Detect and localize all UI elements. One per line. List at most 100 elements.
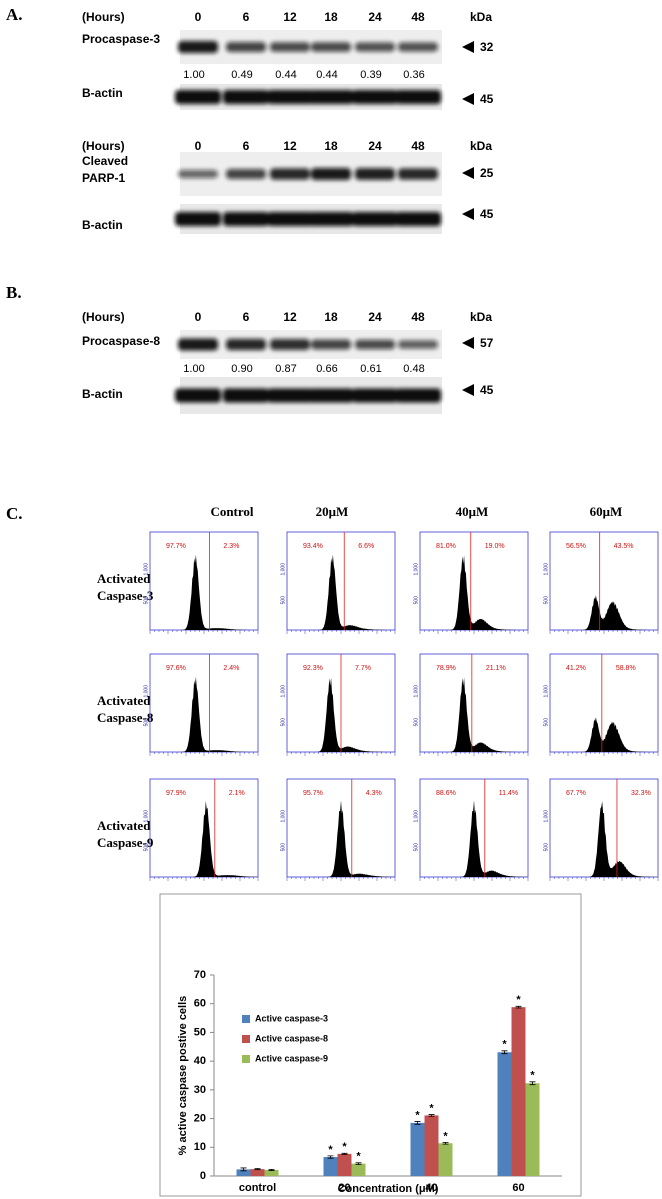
time-point: 18	[324, 10, 338, 24]
band	[175, 90, 221, 104]
band	[178, 169, 218, 179]
ratio: 0.61	[360, 363, 381, 375]
bar	[236, 1169, 251, 1176]
bar	[497, 1052, 512, 1176]
legend-label: Active caspase-3	[255, 1013, 328, 1023]
right-percent: 32.3%	[631, 790, 651, 797]
time-point: 0	[195, 139, 202, 153]
legend-label: Active caspase-8	[255, 1033, 328, 1043]
band	[308, 388, 354, 403]
time-point: 18	[324, 139, 338, 153]
row-label: Activated	[97, 571, 151, 586]
left-percent: 97.9%	[166, 790, 186, 797]
histogram	[550, 595, 658, 630]
band	[178, 338, 218, 351]
band	[355, 168, 395, 180]
error-bar	[515, 1005, 522, 1009]
left-percent: 81.0%	[436, 543, 456, 550]
y-tick-label: 1,000	[543, 810, 549, 823]
histogram	[550, 801, 658, 877]
band	[398, 42, 438, 52]
y-tick-label: 500	[413, 718, 419, 727]
kda-label: kDa	[470, 310, 492, 324]
histogram	[150, 800, 258, 877]
y-tick-label: 500	[543, 718, 549, 727]
time-point: 48	[411, 310, 425, 324]
right-percent: 11.4%	[499, 790, 518, 797]
left-percent: 97.7%	[166, 543, 186, 550]
column-header: 60μM	[590, 504, 623, 519]
time-point: 48	[411, 139, 425, 153]
hours-label: (Hours)	[82, 139, 125, 153]
band	[308, 90, 354, 104]
band	[398, 340, 438, 349]
bar	[525, 1083, 540, 1176]
left-percent: 56.5%	[566, 543, 586, 550]
right-percent: 6.6%	[358, 543, 374, 550]
y-tick-label: 60	[194, 998, 206, 1010]
x-axis-title: Concentration (μM)	[338, 1183, 439, 1195]
band	[223, 388, 269, 403]
y-tick-label: 50	[194, 1026, 206, 1038]
bands	[175, 388, 441, 403]
left-percent: 41.2%	[566, 665, 586, 672]
x-tick-label: 60	[512, 1182, 524, 1194]
ratio: 1.00	[183, 69, 204, 81]
y-tick-label: 10	[194, 1141, 206, 1153]
bands	[178, 168, 438, 180]
section-label: C.	[6, 504, 23, 523]
y-tick-label: 20	[194, 1112, 206, 1124]
row-label: Activated	[97, 818, 151, 833]
row-label: Caspase-9	[97, 835, 154, 850]
ratio: 1.00	[183, 363, 204, 375]
band	[352, 90, 398, 104]
band	[398, 168, 438, 180]
bar	[511, 1007, 526, 1176]
legend-swatch	[242, 1055, 250, 1063]
time-point: 24	[368, 139, 382, 153]
bar	[438, 1143, 453, 1176]
target-label: Procaspase-8	[82, 334, 160, 348]
significance-mark: *	[530, 1070, 535, 1082]
arrowhead	[462, 337, 474, 349]
y-tick-label: 40	[194, 1055, 206, 1067]
y-tick-label: 500	[143, 718, 149, 727]
time-point: 18	[324, 310, 338, 324]
y-tick-label: 1,000	[280, 563, 286, 576]
hours-label: (Hours)	[82, 310, 125, 324]
y-tick-label: 1,000	[280, 685, 286, 698]
significance-mark: *	[443, 1130, 448, 1142]
error-bar	[240, 1167, 247, 1172]
histogram	[550, 717, 658, 752]
significance-mark: *	[516, 994, 521, 1006]
arrowhead	[462, 93, 474, 105]
row-label: Activated	[97, 693, 151, 708]
band	[352, 388, 398, 403]
y-tick-label: 500	[280, 718, 286, 727]
error-bar	[414, 1121, 421, 1125]
y-tick-label: 1,000	[413, 685, 419, 698]
left-percent: 95.7%	[303, 790, 323, 797]
left-percent: 93.4%	[303, 543, 323, 550]
ratio: 0.66	[316, 363, 337, 375]
histogram	[420, 800, 528, 877]
band	[267, 90, 313, 104]
band	[178, 41, 218, 53]
ratio: 0.48	[403, 363, 424, 375]
time-point: 48	[411, 10, 425, 24]
bands	[175, 90, 441, 104]
bar	[337, 1153, 352, 1176]
bar	[264, 1169, 279, 1176]
right-percent: 21.1%	[486, 665, 506, 672]
bands	[178, 41, 438, 53]
y-tick-label: 1,000	[143, 563, 149, 576]
error-bar	[268, 1169, 275, 1171]
y-tick-label: 500	[543, 596, 549, 605]
x-tick-label: 20	[338, 1182, 350, 1194]
band	[395, 212, 441, 226]
x-tick-label: 40	[425, 1182, 437, 1194]
error-bar	[254, 1168, 261, 1171]
y-tick-label: 1,000	[143, 685, 149, 698]
bar	[250, 1169, 265, 1176]
